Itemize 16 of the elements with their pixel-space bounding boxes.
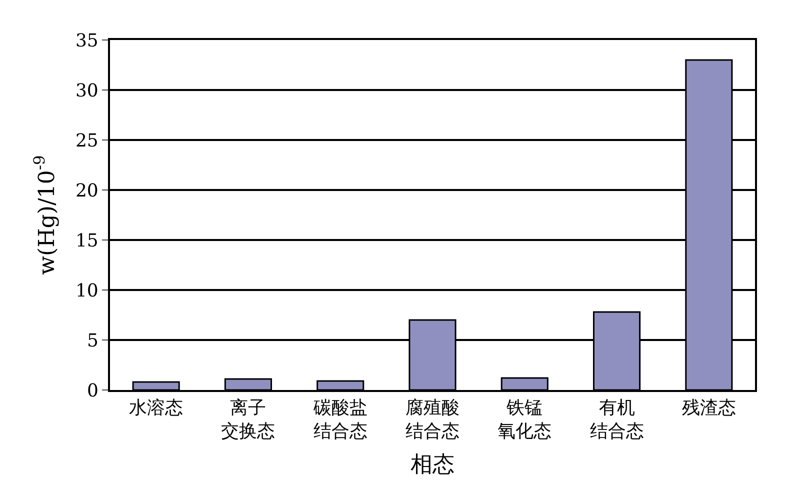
y-tick-label: 20: [75, 180, 98, 202]
x-tick-label: 水溶态: [129, 398, 184, 419]
x-tick-label: 铁锰氧化态: [498, 398, 552, 442]
y-tick-label: 35: [75, 30, 98, 52]
x-tick-label: 残渣态: [682, 398, 736, 419]
y-tick-label: 5: [86, 330, 98, 352]
x-tick-label: 有机结合态: [590, 398, 644, 442]
x-tick-label: 离子交换态: [221, 398, 276, 442]
x-tick-label: 碳酸盐结合态: [312, 398, 368, 442]
y-tick-label: 25: [75, 130, 98, 152]
y-tick-label: 30: [75, 80, 98, 102]
x-tick-label: 腐殖酸结合态: [406, 398, 460, 442]
y-tick-label: 15: [75, 230, 98, 252]
y-tick-label: 0: [86, 380, 98, 402]
x-axis-title: 相态: [410, 452, 454, 478]
y-tick-label: 10: [75, 280, 98, 302]
